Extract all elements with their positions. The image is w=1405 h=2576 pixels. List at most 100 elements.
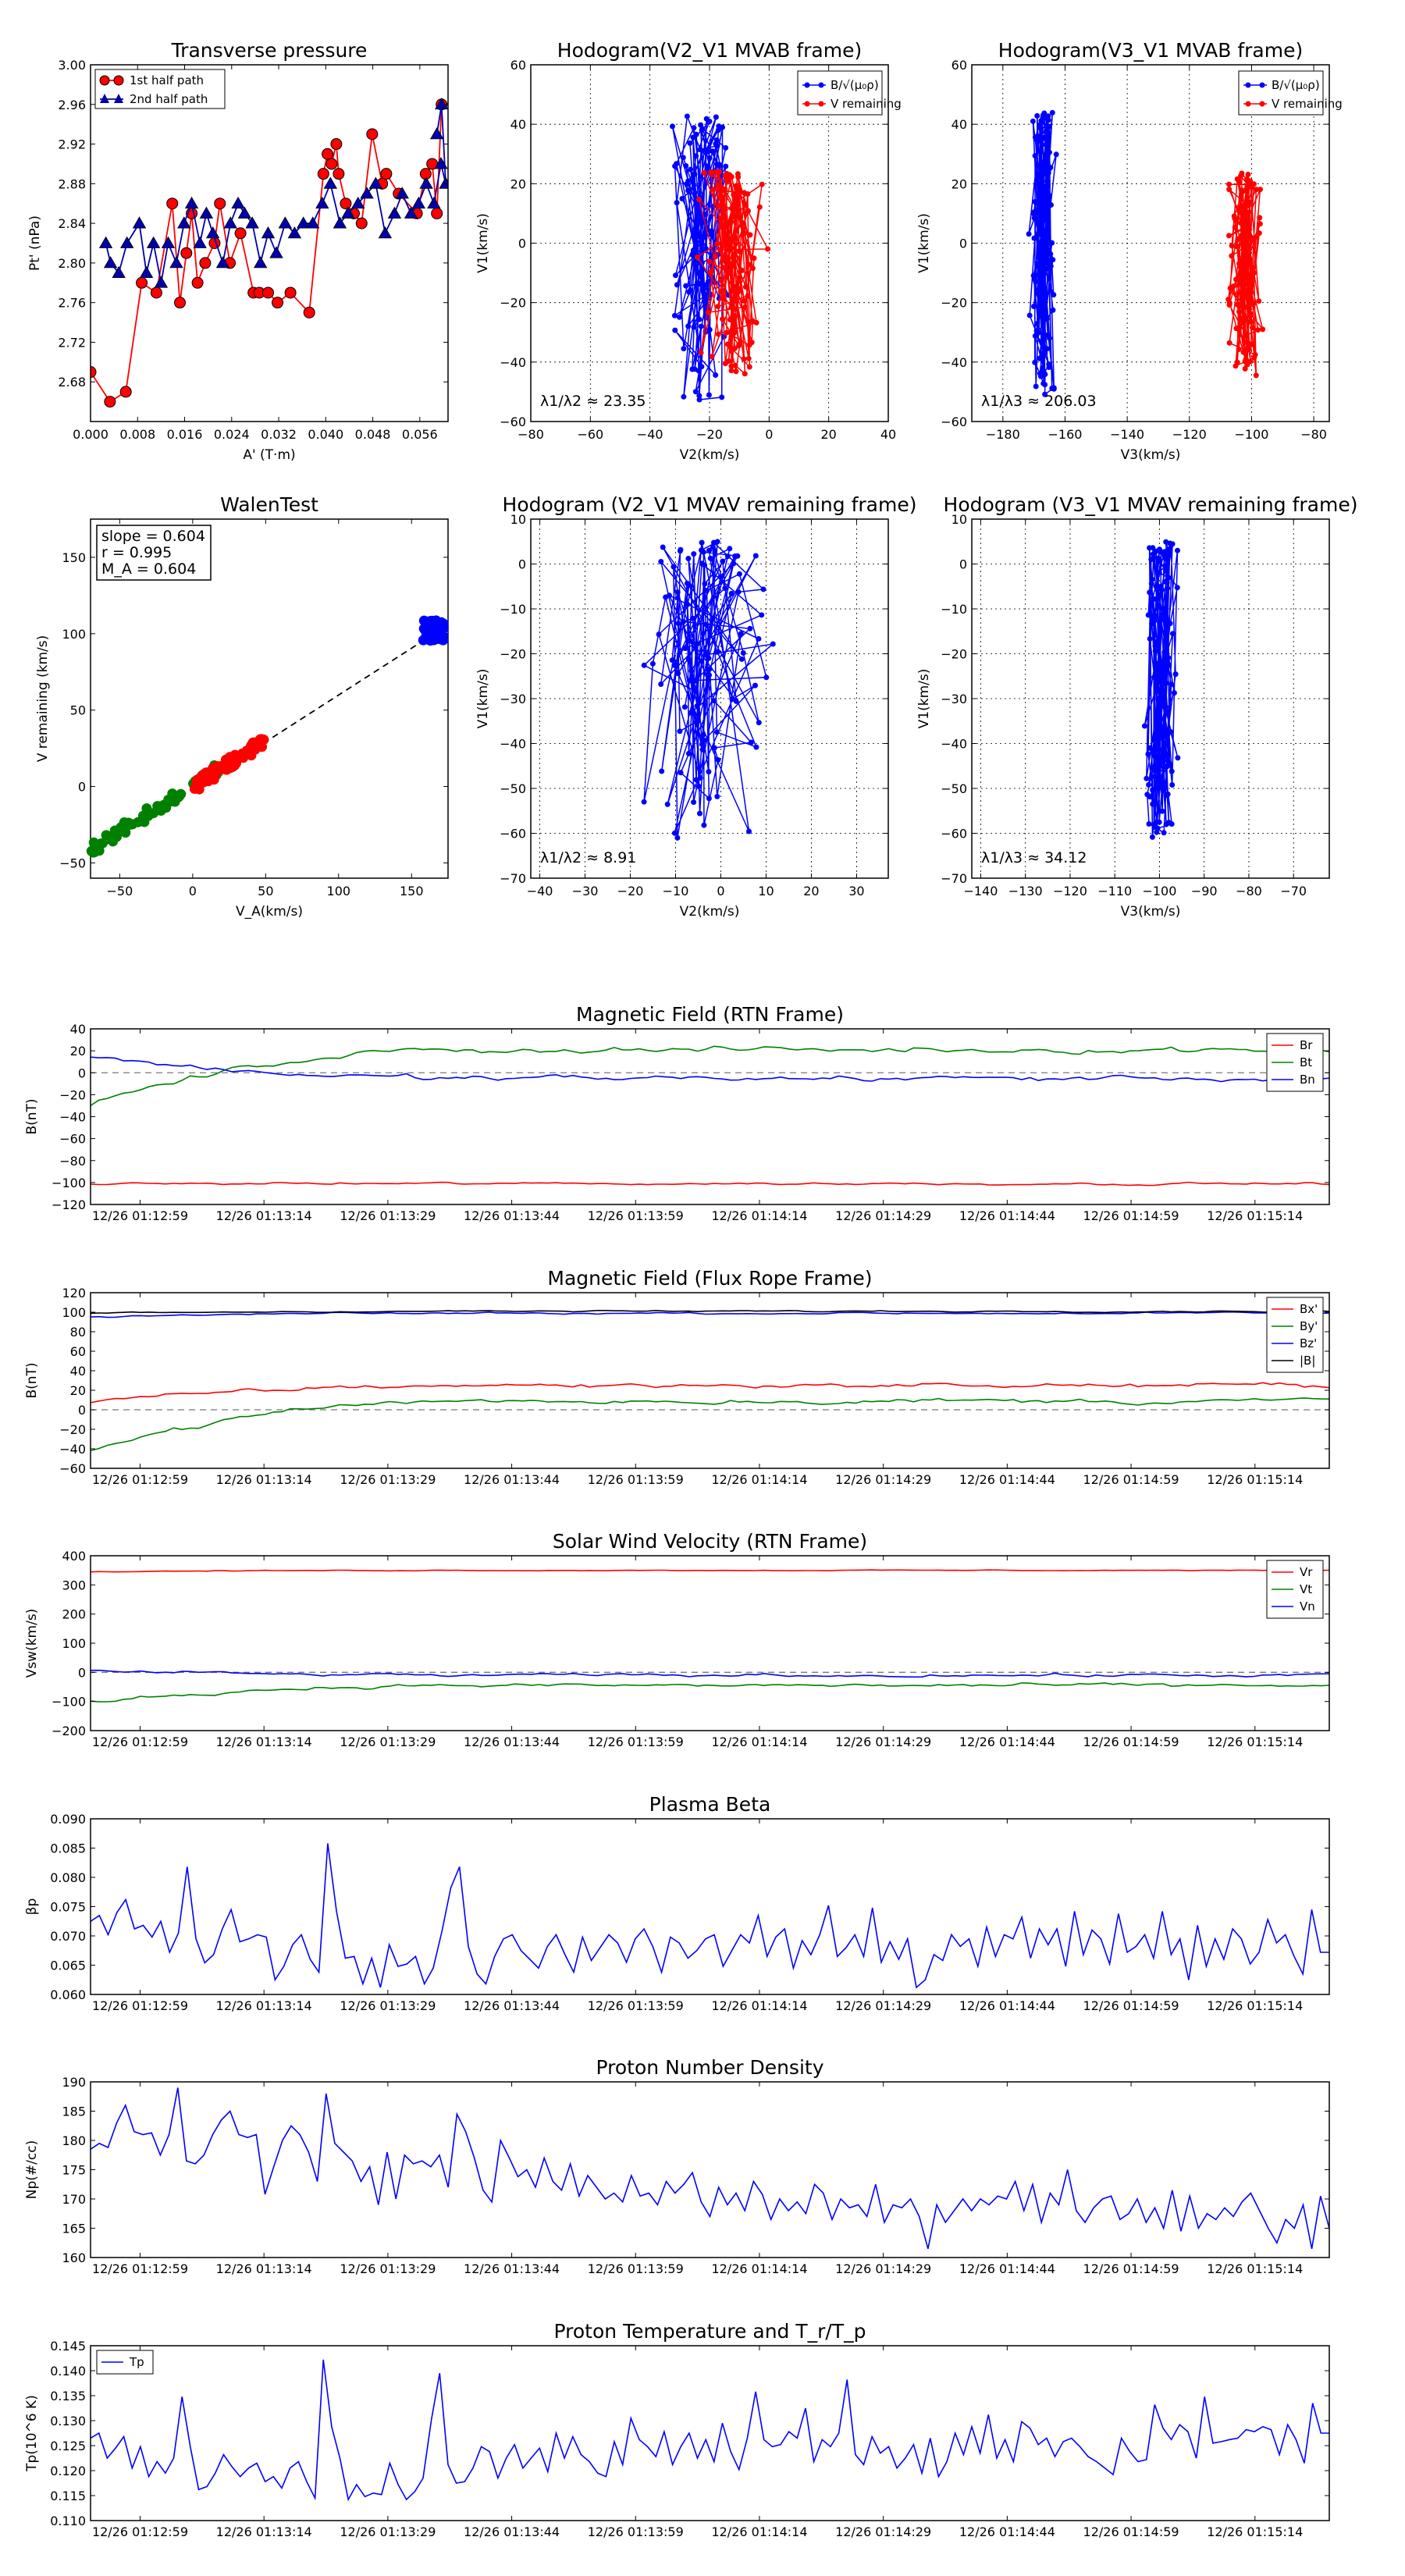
data-point — [1161, 553, 1168, 559]
x-axis-label: V2(km/s) — [680, 447, 740, 463]
data-point — [1161, 610, 1167, 617]
x-tick-label: 12/26 01:13:29 — [340, 1735, 436, 1749]
y-tick-label: −20 — [59, 1422, 86, 1437]
data-point — [742, 284, 749, 290]
data-point — [223, 216, 237, 229]
data-point — [395, 187, 409, 199]
data-point — [1239, 276, 1245, 283]
x-tick-label: 12/26 01:13:29 — [340, 1472, 436, 1487]
chart-title: Hodogram(V3_V1 MVAB frame) — [998, 39, 1303, 62]
x-tick-label: 12/26 01:14:44 — [959, 1998, 1055, 2013]
x-tick-label: 0.048 — [355, 427, 391, 442]
data-point — [98, 838, 108, 849]
data-point — [1042, 229, 1048, 235]
y-tick-label: 0.090 — [50, 1812, 86, 1827]
data-point — [427, 196, 441, 209]
data-point — [706, 547, 712, 553]
y-tick-label: 10 — [951, 512, 967, 527]
x-tick-label: 12/26 01:13:29 — [340, 2524, 436, 2539]
data-point — [717, 289, 724, 294]
data-point — [747, 625, 753, 632]
data-point — [1034, 321, 1040, 327]
y-tick-label: 2.72 — [58, 335, 86, 350]
y-tick-label: −60 — [500, 415, 526, 429]
data-point — [691, 324, 697, 330]
data-point — [210, 769, 221, 780]
data-point — [684, 113, 690, 119]
legend: Br Bt Bn — [1266, 1033, 1324, 1092]
data-point — [1044, 184, 1050, 190]
x-tick-label: 12/26 01:14:29 — [835, 1998, 931, 2013]
data-point — [693, 153, 699, 159]
ratio-annotation: λ1/λ2 ≈ 8.91 — [540, 849, 636, 866]
data-point — [721, 254, 727, 261]
data-point — [742, 304, 748, 310]
data-point — [1146, 821, 1152, 827]
data-point — [1162, 704, 1168, 710]
data-point — [736, 571, 742, 577]
y-tick-label: 0 — [78, 1665, 86, 1680]
data-point — [1247, 280, 1253, 286]
data-point — [728, 345, 735, 351]
data-point — [701, 822, 707, 828]
data-point — [1240, 318, 1247, 325]
data-point — [699, 364, 705, 370]
data-point — [671, 312, 678, 318]
data-point — [741, 190, 747, 196]
y-tick-label: 0 — [959, 237, 967, 251]
y-tick-label: 200 — [62, 1607, 86, 1622]
stat-line: slope = 0.604 — [101, 528, 205, 545]
data-point — [368, 176, 383, 189]
y-tick-label: 2.88 — [58, 176, 86, 191]
data-point — [360, 187, 374, 199]
data-point — [355, 217, 368, 229]
data-point — [712, 547, 718, 553]
data-point — [702, 234, 708, 240]
data-point — [692, 171, 698, 177]
data-point — [713, 114, 719, 120]
data-point — [1161, 758, 1166, 764]
data-point — [698, 122, 704, 128]
data-point — [1037, 124, 1043, 130]
y-tick-label: 185 — [62, 2105, 86, 2119]
data-point — [1234, 301, 1240, 308]
x-tick-label: 12/26 01:13:59 — [588, 1998, 684, 2013]
data-point — [1035, 261, 1041, 267]
data-point — [1229, 253, 1235, 259]
y-tick-label: 0 — [959, 557, 967, 572]
data-point — [1042, 372, 1048, 377]
data-point — [745, 318, 751, 325]
data-point — [681, 346, 687, 352]
y-tick-label: −100 — [52, 1176, 86, 1190]
x-tick-label: 0.040 — [308, 427, 343, 442]
y-tick-label: 0.120 — [50, 2464, 86, 2478]
data-point — [708, 232, 714, 238]
data-point — [720, 209, 727, 215]
x-tick-label: −140 — [1110, 427, 1144, 442]
data-point — [1048, 251, 1054, 257]
data-point — [685, 323, 692, 329]
chart-h3: Hodogram (V2_V1 MVAV remaining frame) −40… — [475, 493, 916, 920]
data-point — [366, 128, 379, 141]
data-point — [1039, 215, 1045, 221]
data-point — [1233, 276, 1239, 283]
data-point — [1151, 767, 1158, 774]
data-point — [429, 127, 444, 140]
data-point — [685, 656, 692, 663]
legend-swatch — [1245, 82, 1251, 88]
y-tick-label: −60 — [941, 827, 967, 841]
data-point — [1046, 361, 1052, 367]
data-point — [697, 775, 703, 781]
data-point — [658, 681, 664, 687]
chart-title: Hodogram (V3_V1 MVAV remaining frame) — [944, 493, 1358, 516]
data-point — [756, 720, 762, 726]
data-point — [658, 559, 664, 564]
legend-label: Vt — [1300, 1582, 1312, 1596]
data-point — [694, 254, 700, 260]
data-point — [720, 215, 727, 221]
chart-mf_rtn: Magnetic Field (RTN Frame) 12/26 01:12:59… — [24, 1003, 1330, 1223]
data-point — [222, 762, 233, 773]
y-axis-label: Vsw(km/s) — [24, 1609, 40, 1678]
data-point — [696, 197, 702, 202]
x-tick-label: 0.024 — [214, 427, 250, 442]
